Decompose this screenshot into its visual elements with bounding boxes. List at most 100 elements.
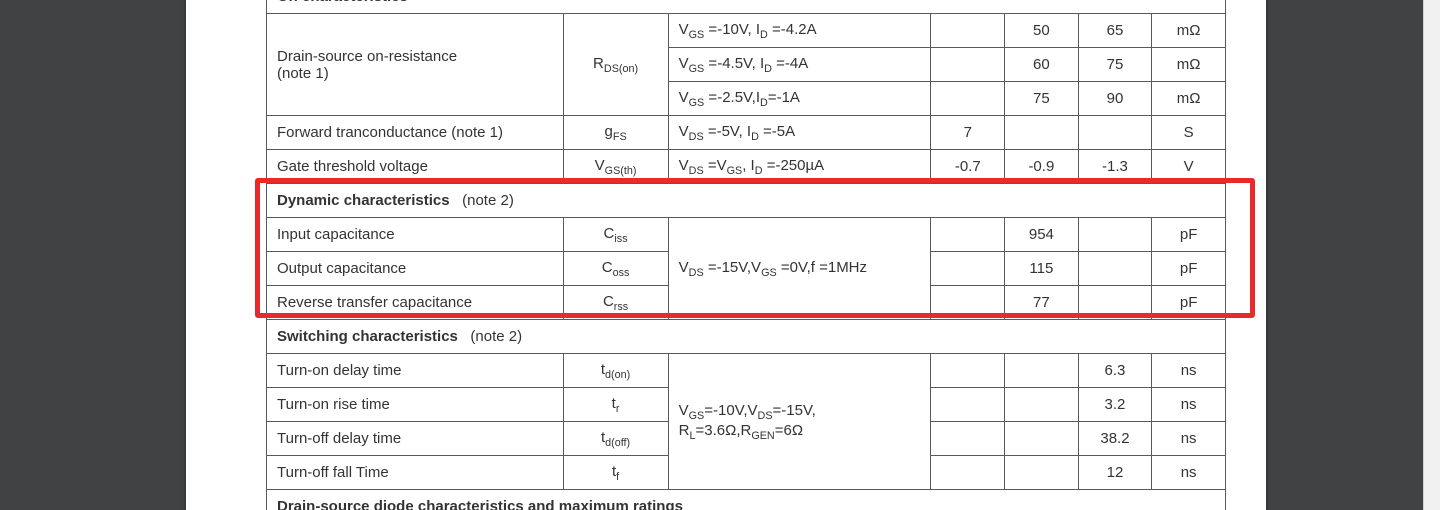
cell-max	[1078, 116, 1152, 150]
cell-unit: ns	[1152, 354, 1226, 388]
param-ciss: Input capacitance	[267, 218, 564, 252]
table-row: Drain-source diode characteristics and m…	[267, 490, 1226, 510]
param-gfs: Forward tranconductance (note 1)	[267, 116, 564, 150]
table-row: Input capacitance Ciss VDS =-15V,VGS =0V…	[267, 218, 1226, 252]
section-title: Switching characteristics	[277, 328, 458, 345]
cell-unit: mΩ	[1152, 14, 1226, 48]
cell-typ	[1005, 456, 1079, 490]
cond-capacitance: VDS =-15V,VGS =0V,f =1MHz	[668, 218, 931, 320]
symbol-crss: Crss	[563, 286, 668, 320]
symbol-rdson: RDS(on)	[563, 14, 668, 116]
cond-gfs: VDS =-5V, ID =-5A	[668, 116, 931, 150]
cond-line2: RL=3.6Ω,RGEN=6Ω	[679, 422, 803, 439]
param-label: Drain-source on-resistance	[277, 48, 457, 65]
cell-min	[931, 286, 1005, 320]
cell-unit: V	[1152, 150, 1226, 184]
symbol-ciss: Ciss	[563, 218, 668, 252]
table-row: Switching characteristics (note 2)	[267, 320, 1226, 354]
symbol-coss: Coss	[563, 252, 668, 286]
cell-unit: ns	[1152, 422, 1226, 456]
cell-typ: 75	[1005, 82, 1079, 116]
cell-max: 12	[1078, 456, 1152, 490]
table-row: Dynamic characteristics (note 2)	[267, 184, 1226, 218]
spec-table: On characteristics Drain-source on-resis…	[266, 0, 1226, 510]
cond-rdson-3: VGS =-2.5V,ID=-1A	[668, 82, 931, 116]
param-coss: Output capacitance	[267, 252, 564, 286]
section-on-characteristics: On characteristics	[267, 0, 1226, 14]
cell-typ: 60	[1005, 48, 1079, 82]
cell-typ: 50	[1005, 14, 1079, 48]
param-tdoff: Turn-off delay time	[267, 422, 564, 456]
section-note: (note 2)	[470, 328, 522, 345]
cell-unit: pF	[1152, 286, 1226, 320]
param-note: (note 1)	[277, 65, 329, 82]
cell-min: 7	[931, 116, 1005, 150]
table-row: Drain-source on-resistance (note 1) RDS(…	[267, 14, 1226, 48]
cell-max: 65	[1078, 14, 1152, 48]
cell-max: 6.3	[1078, 354, 1152, 388]
section-dynamic: Dynamic characteristics (note 2)	[267, 184, 1226, 218]
section-diode: Drain-source diode characteristics and m…	[267, 490, 1226, 510]
cell-min	[931, 48, 1005, 82]
cell-min	[931, 14, 1005, 48]
cell-max: 38.2	[1078, 422, 1152, 456]
symbol-tf: tf	[563, 456, 668, 490]
cell-unit: pF	[1152, 252, 1226, 286]
param-rdson: Drain-source on-resistance (note 1)	[267, 14, 564, 116]
cell-min	[931, 252, 1005, 286]
cell-min: -0.7	[931, 150, 1005, 184]
param-vgsth: Gate threshold voltage	[267, 150, 564, 184]
param-crss: Reverse transfer capacitance	[267, 286, 564, 320]
cond-rdson-2: VGS =-4.5V, ID =-4A	[668, 48, 931, 82]
section-note: (note 2)	[462, 192, 514, 209]
cell-unit: ns	[1152, 388, 1226, 422]
cond-line1: VGS=-10V,VDS=-15V,	[679, 402, 816, 419]
cell-typ	[1005, 422, 1079, 456]
document-page: On characteristics Drain-source on-resis…	[186, 0, 1266, 510]
symbol-gfs: gFS	[563, 116, 668, 150]
cell-max: -1.3	[1078, 150, 1152, 184]
table-row: Gate threshold voltage VGS(th) VDS =VGS,…	[267, 150, 1226, 184]
cell-min	[931, 388, 1005, 422]
cond-switching: VGS=-10V,VDS=-15V, RL=3.6Ω,RGEN=6Ω	[668, 354, 931, 490]
cell-typ: 77	[1005, 286, 1079, 320]
scrollbar-vertical[interactable]	[1423, 0, 1440, 510]
section-switching: Switching characteristics (note 2)	[267, 320, 1226, 354]
cell-typ: 954	[1005, 218, 1079, 252]
cell-max: 90	[1078, 82, 1152, 116]
table-row: On characteristics	[267, 0, 1226, 14]
cell-max	[1078, 286, 1152, 320]
symbol-tr: tr	[563, 388, 668, 422]
cell-unit: pF	[1152, 218, 1226, 252]
cond-vgsth: VDS =VGS, ID =-250µA	[668, 150, 931, 184]
cell-max: 3.2	[1078, 388, 1152, 422]
cell-typ: 115	[1005, 252, 1079, 286]
pdf-viewer-viewport: On characteristics Drain-source on-resis…	[0, 0, 1440, 510]
symbol-vgsth: VGS(th)	[563, 150, 668, 184]
cell-unit: ns	[1152, 456, 1226, 490]
symbol-tdoff: td(off)	[563, 422, 668, 456]
cell-max: 75	[1078, 48, 1152, 82]
cell-unit: mΩ	[1152, 82, 1226, 116]
cell-min	[931, 82, 1005, 116]
cell-min	[931, 422, 1005, 456]
param-tr: Turn-on rise time	[267, 388, 564, 422]
table-row: Turn-on delay time td(on) VGS=-10V,VDS=-…	[267, 354, 1226, 388]
cell-max	[1078, 218, 1152, 252]
cell-unit: mΩ	[1152, 48, 1226, 82]
cell-typ	[1005, 116, 1079, 150]
cell-typ: -0.9	[1005, 150, 1079, 184]
cell-typ	[1005, 388, 1079, 422]
param-tf: Turn-off fall Time	[267, 456, 564, 490]
symbol-tdon: td(on)	[563, 354, 668, 388]
cond-rdson-1: VGS =-10V, ID =-4.2A	[668, 14, 931, 48]
cell-min	[931, 354, 1005, 388]
param-tdon: Turn-on delay time	[267, 354, 564, 388]
cell-typ	[1005, 354, 1079, 388]
cell-unit: S	[1152, 116, 1226, 150]
cell-min	[931, 218, 1005, 252]
section-title: Dynamic characteristics	[277, 192, 450, 209]
table-row: Forward tranconductance (note 1) gFS VDS…	[267, 116, 1226, 150]
cell-min	[931, 456, 1005, 490]
cell-max	[1078, 252, 1152, 286]
